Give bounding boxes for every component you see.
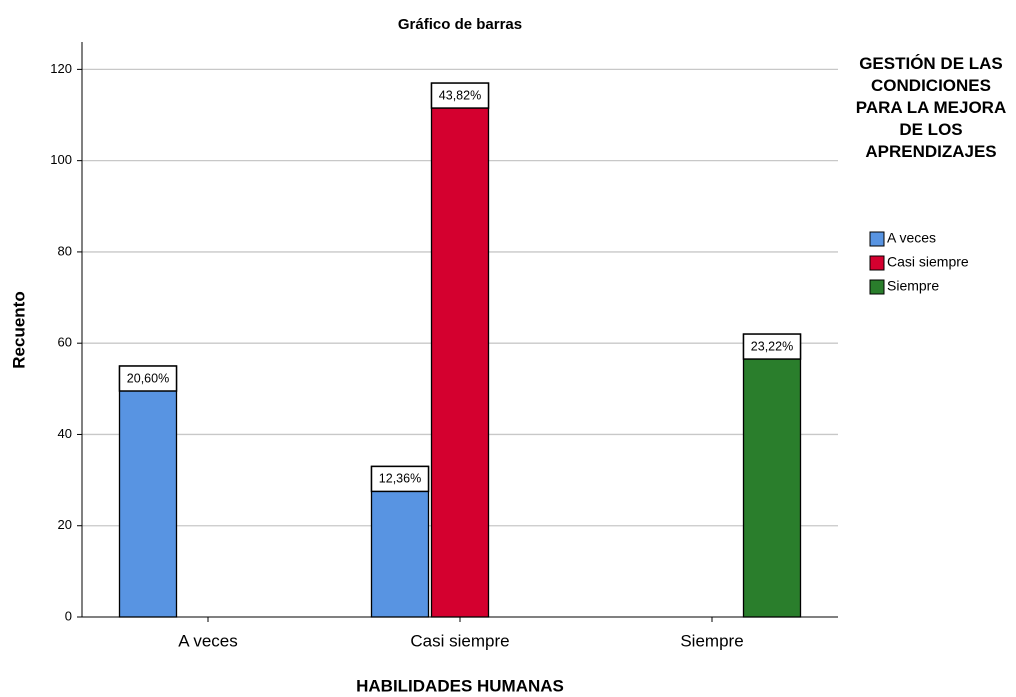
bar [430,82,490,618]
legend-title: GESTIÓN DE LAS CONDICIONES PARA LA MEJOR… [855,54,1007,161]
value-label: 12,36% [379,472,421,486]
y-tick-label: 60 [58,335,72,350]
legend-swatch [869,231,885,247]
x-tick-label: Siempre [680,631,743,650]
y-tick-label: 20 [58,517,72,532]
y-tick-label: 80 [58,243,72,258]
bar [742,333,802,618]
y-axis-label: Recuento [9,291,28,368]
value-label: 23,22% [751,339,793,353]
legend-label: A veces [887,230,936,246]
value-label: 43,82% [439,88,481,102]
x-axis-label: HABILIDADES HUMANAS [356,676,564,695]
y-tick-label: 40 [58,426,72,441]
x-tick-label: Casi siempre [410,631,509,650]
chart-title: Gráfico de barras [398,16,522,33]
y-tick-label: 100 [50,152,72,167]
value-label-box [430,82,490,109]
legend-label: Siempre [887,278,939,294]
value-label-box [370,465,430,493]
value-label: 20,60% [127,371,169,385]
x-tick-label: A veces [178,631,238,650]
legend-swatch [869,279,885,295]
legend-label: Casi siempre [887,254,969,270]
legend-swatch [869,255,885,271]
value-label-box [742,333,802,360]
y-tick-label: 120 [50,61,72,76]
y-tick-label: 0 [65,608,72,623]
value-label-box [118,365,178,392]
bar [118,365,178,618]
